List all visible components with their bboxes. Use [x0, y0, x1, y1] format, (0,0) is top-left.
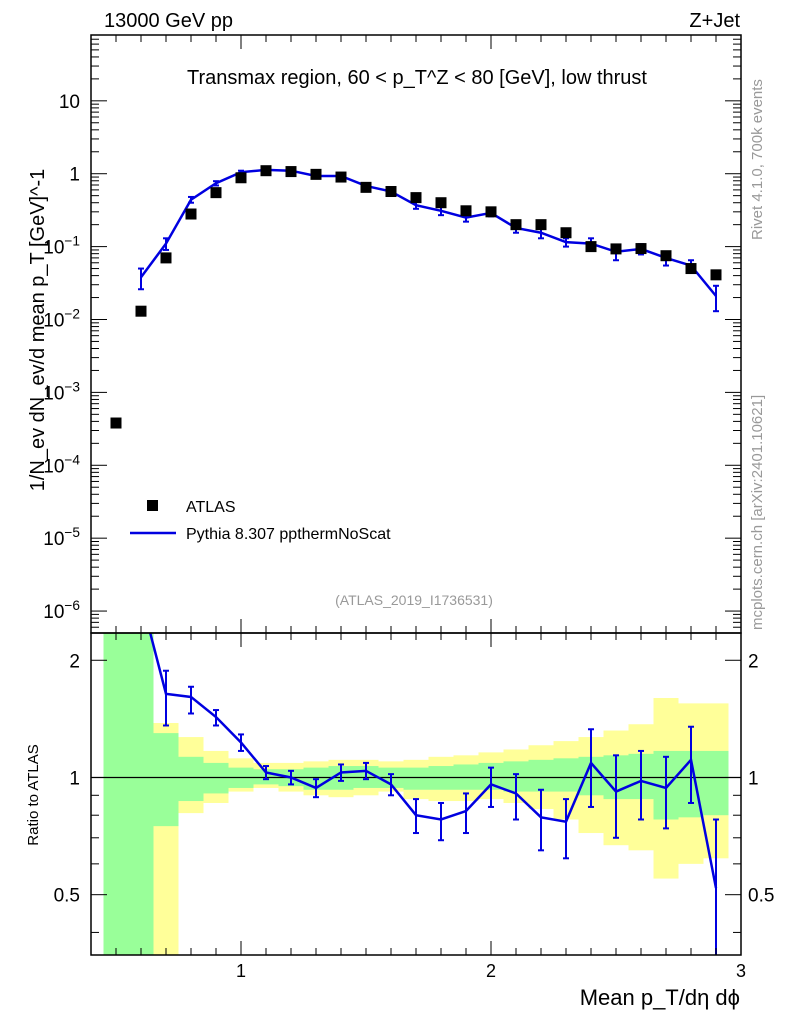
y-axis-label: 1/N_ev dN_ev/d mean p_T [GeV]^-1	[27, 169, 49, 492]
ratio-band-inner	[703, 750, 729, 816]
atlas-point	[210, 187, 222, 199]
ratio-tick-label: 0.5	[54, 886, 80, 907]
atlas-point	[560, 227, 572, 239]
rivet-label: Rivet 4.1.0, 700k events	[749, 79, 766, 240]
y-tick-label: 10−5	[43, 525, 80, 550]
atlas-point	[360, 181, 372, 193]
ratio-band-inner	[178, 756, 204, 802]
atlas-point	[685, 263, 697, 275]
y-tick-label: 10−2	[43, 306, 80, 331]
x-tick-label: 3	[736, 961, 746, 981]
atlas-point	[235, 172, 247, 184]
atlas-point	[710, 269, 722, 281]
ratio-band-inner	[153, 733, 179, 827]
atlas-point	[260, 165, 272, 177]
analysis-label: (ATLAS_2019_I1736531)	[335, 592, 493, 608]
x-tick-label: 2	[486, 961, 496, 981]
atlas-point	[460, 205, 472, 217]
atlas-point	[110, 417, 122, 429]
ratio-panel-marks	[91, 633, 741, 955]
ratio-tick-label-right: 1	[748, 768, 759, 789]
atlas-point	[485, 206, 497, 218]
atlas-point	[535, 219, 547, 231]
y-tick-label: 1	[69, 165, 80, 186]
atlas-point	[435, 197, 447, 209]
atlas-point	[410, 192, 422, 204]
ratio-band-inner	[203, 762, 229, 794]
y-tick-label: 10−6	[43, 598, 80, 623]
ratio-uncertainty-bands	[103, 633, 729, 955]
ratio-y-axis-label: Ratio to ATLAS	[25, 744, 42, 845]
ratio-band-inner	[128, 633, 154, 955]
x-tick-label: 1	[236, 961, 246, 981]
ratio-series	[148, 633, 719, 955]
legend: ATLAS Pythia 8.307 ppthermNoScat	[130, 499, 391, 543]
chart-title: Transmax region, 60 < p_T^Z < 80 [GeV], …	[187, 67, 647, 89]
atlas-point	[285, 166, 297, 178]
legend-pythia-label: Pythia 8.307 ppthermNoScat	[186, 526, 391, 543]
atlas-point	[185, 208, 197, 220]
legend-atlas-label: ATLAS	[186, 499, 236, 516]
y-tick-label: 10−3	[43, 379, 80, 404]
ratio-tick-label: 2	[69, 651, 80, 672]
ratio-tick-label: 1	[69, 768, 80, 789]
ratio-band-inner	[103, 633, 129, 955]
atlas-point	[635, 243, 647, 255]
main-frame	[90, 34, 742, 634]
axes: 1 2 3 10−6 10−5 10−4 10−3 10−2 10−1 1 10 0.5 0.5 1 1 2 2	[43, 34, 774, 981]
ratio-pythia-line	[148, 633, 718, 889]
ratio-band-inner	[553, 758, 579, 792]
atlas-point	[310, 168, 322, 180]
pythia-line	[139, 168, 717, 297]
source-label: mcplots.cern.ch [arXiv:2401.10621]	[749, 395, 766, 630]
process-label: Z+Jet	[689, 10, 740, 32]
atlas-point	[335, 171, 347, 183]
atlas-point	[660, 250, 672, 262]
ratio-band-inner	[403, 767, 429, 790]
y-tick-label: 10	[59, 92, 80, 113]
ratio-tick-label-right: 0.5	[748, 886, 774, 907]
energy-label: 13000 GeV pp	[104, 10, 233, 32]
atlas-point	[585, 241, 597, 253]
atlas-point	[610, 243, 622, 255]
ratio-tick-label-right: 2	[748, 651, 759, 672]
atlas-point	[160, 252, 172, 264]
y-tick-label: 10−4	[43, 452, 80, 477]
ratio-band-inner	[528, 759, 554, 792]
y-tick-label: 10−1	[43, 234, 80, 259]
atlas-point	[135, 305, 147, 317]
main-panel-marks	[110, 165, 722, 429]
atlas-point	[385, 186, 397, 198]
atlas-point	[510, 219, 522, 231]
x-axis-label: Mean p_T/dη dϕ	[580, 985, 740, 1010]
legend-atlas-marker	[147, 500, 158, 511]
